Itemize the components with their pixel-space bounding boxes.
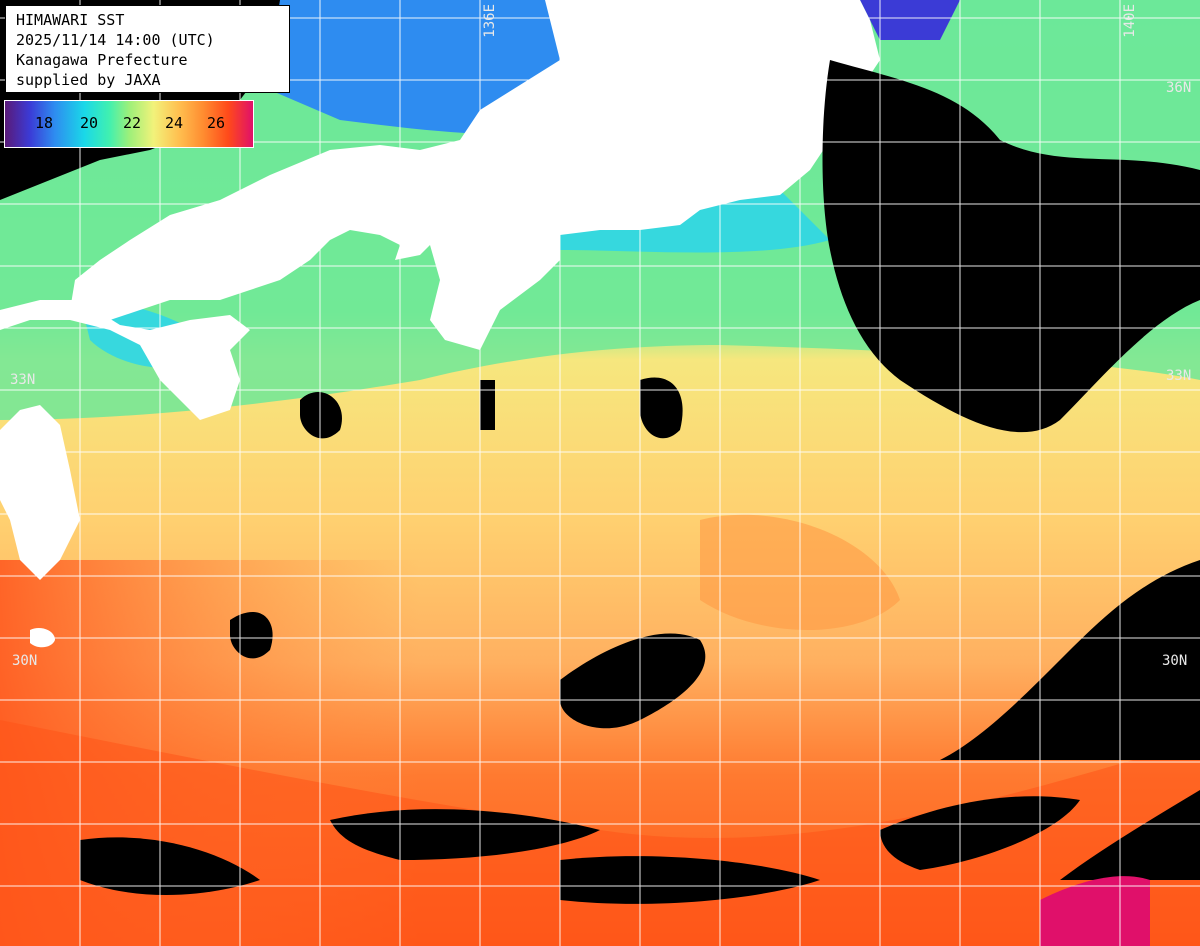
- lat-label-30n-right: 30N: [1162, 653, 1188, 669]
- lat-label-30n-left: 30N: [12, 653, 38, 669]
- lat-label-36n: 36N: [1166, 80, 1192, 96]
- temperature-color-legend: 18 20 22 24 26: [4, 100, 254, 148]
- cold-water-northeast: [860, 0, 960, 40]
- lat-label-33n-left: 33N: [10, 372, 36, 388]
- region-name: Kanagawa Prefecture: [16, 51, 188, 69]
- legend-tick-24: 24: [165, 114, 184, 132]
- legend-tick-22: 22: [123, 114, 142, 132]
- kuroshio-warm-band: [0, 720, 1200, 946]
- lat-label-33n-right: 33N: [1166, 368, 1192, 384]
- data-credit: supplied by JAXA: [16, 71, 161, 89]
- legend-tick-18: 18: [35, 114, 54, 132]
- lon-label-140e: 140E: [1122, 4, 1138, 38]
- observation-datetime: 2025/11/14 14:00 (UTC): [16, 31, 215, 49]
- lon-label-136e: 136E: [482, 4, 498, 38]
- map-title: HIMAWARI SST: [16, 11, 125, 29]
- info-box: HIMAWARI SST 2025/11/14 14:00 (UTC) Kana…: [5, 5, 290, 93]
- legend-tick-20: 20: [80, 114, 99, 132]
- warm-patch-southeast: [1040, 876, 1150, 946]
- legend-tick-26: 26: [207, 114, 226, 132]
